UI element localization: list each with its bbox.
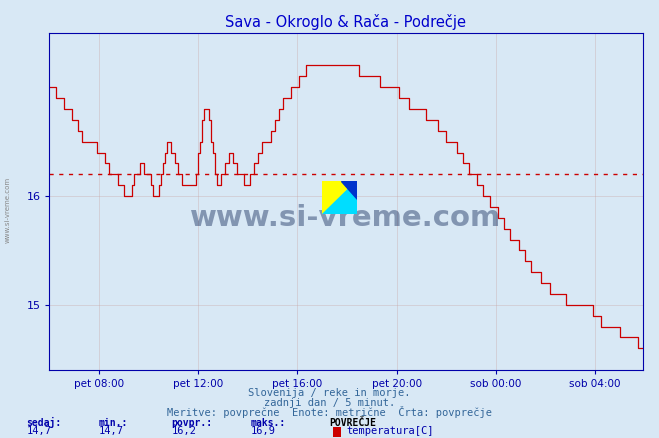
Text: Slovenija / reke in morje.: Slovenija / reke in morje. xyxy=(248,389,411,399)
Text: zadnji dan / 5 minut.: zadnji dan / 5 minut. xyxy=(264,398,395,408)
Text: povpr.:: povpr.: xyxy=(171,418,212,428)
Text: min.:: min.: xyxy=(99,418,129,428)
Title: Sava - Okroglo & Rača - Podrečje: Sava - Okroglo & Rača - Podrečje xyxy=(225,14,467,30)
Text: maks.:: maks.: xyxy=(250,418,285,428)
Text: Meritve: povprečne  Enote: metrične  Črta: povprečje: Meritve: povprečne Enote: metrične Črta:… xyxy=(167,406,492,418)
Text: sedaj:: sedaj: xyxy=(26,417,61,428)
Text: 14,7: 14,7 xyxy=(26,427,51,437)
Text: POVREČJE: POVREČJE xyxy=(330,418,376,428)
Polygon shape xyxy=(322,181,357,215)
Polygon shape xyxy=(341,181,357,199)
Text: 16,9: 16,9 xyxy=(250,427,275,437)
Text: 16,2: 16,2 xyxy=(171,427,196,437)
Text: temperatura[C]: temperatura[C] xyxy=(346,427,434,437)
Text: 14,7: 14,7 xyxy=(99,427,124,437)
Text: www.si-vreme.com: www.si-vreme.com xyxy=(5,177,11,243)
Text: www.si-vreme.com: www.si-vreme.com xyxy=(190,205,501,232)
Polygon shape xyxy=(322,181,357,215)
